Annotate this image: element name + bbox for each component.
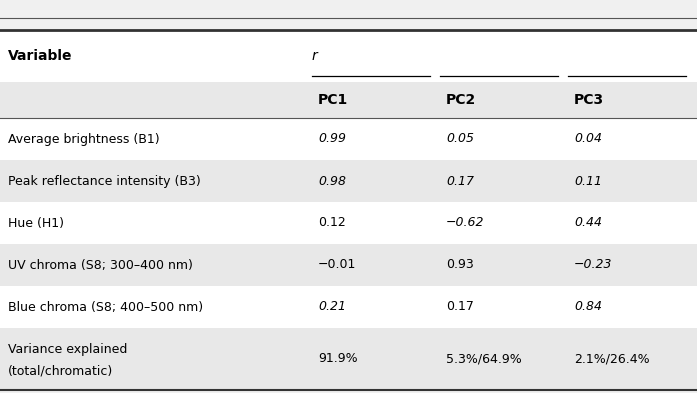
Text: 0.93: 0.93 xyxy=(446,259,474,272)
Bar xyxy=(0,30,697,82)
Text: −0.62: −0.62 xyxy=(446,217,484,230)
Text: r: r xyxy=(312,49,318,63)
Bar xyxy=(0,118,697,160)
Text: 0.11: 0.11 xyxy=(574,174,602,187)
Text: −0.23: −0.23 xyxy=(574,259,613,272)
Text: PC1: PC1 xyxy=(318,93,348,107)
Text: 0.98: 0.98 xyxy=(318,174,346,187)
Text: Variable: Variable xyxy=(8,49,72,63)
Text: (total/chromatic): (total/chromatic) xyxy=(8,364,113,378)
Text: Average brightness (B1): Average brightness (B1) xyxy=(8,132,160,145)
Text: 0.17: 0.17 xyxy=(446,301,474,314)
Bar xyxy=(0,160,697,202)
Text: Variance explained: Variance explained xyxy=(8,343,128,356)
Text: UV chroma (S8; 300–400 nm): UV chroma (S8; 300–400 nm) xyxy=(8,259,193,272)
Text: 0.44: 0.44 xyxy=(574,217,602,230)
Bar xyxy=(0,328,697,390)
Text: Hue (H1): Hue (H1) xyxy=(8,217,64,230)
Bar xyxy=(0,286,697,328)
Text: −0.01: −0.01 xyxy=(318,259,356,272)
Text: Peak reflectance intensity (B3): Peak reflectance intensity (B3) xyxy=(8,174,201,187)
Text: 91.9%: 91.9% xyxy=(318,353,358,365)
Text: 0.99: 0.99 xyxy=(318,132,346,145)
Text: 0.05: 0.05 xyxy=(446,132,474,145)
Text: 0.04: 0.04 xyxy=(574,132,602,145)
Text: Blue chroma (S8; 400–500 nm): Blue chroma (S8; 400–500 nm) xyxy=(8,301,203,314)
Text: 5.3%/64.9%: 5.3%/64.9% xyxy=(446,353,522,365)
Text: PC3: PC3 xyxy=(574,93,604,107)
Text: 0.21: 0.21 xyxy=(318,301,346,314)
Text: 2.1%/26.4%: 2.1%/26.4% xyxy=(574,353,650,365)
Text: 0.12: 0.12 xyxy=(318,217,346,230)
Bar xyxy=(0,202,697,244)
Bar xyxy=(0,82,697,118)
Bar xyxy=(0,244,697,286)
Text: 0.17: 0.17 xyxy=(446,174,474,187)
Text: PC2: PC2 xyxy=(446,93,476,107)
Text: 0.84: 0.84 xyxy=(574,301,602,314)
